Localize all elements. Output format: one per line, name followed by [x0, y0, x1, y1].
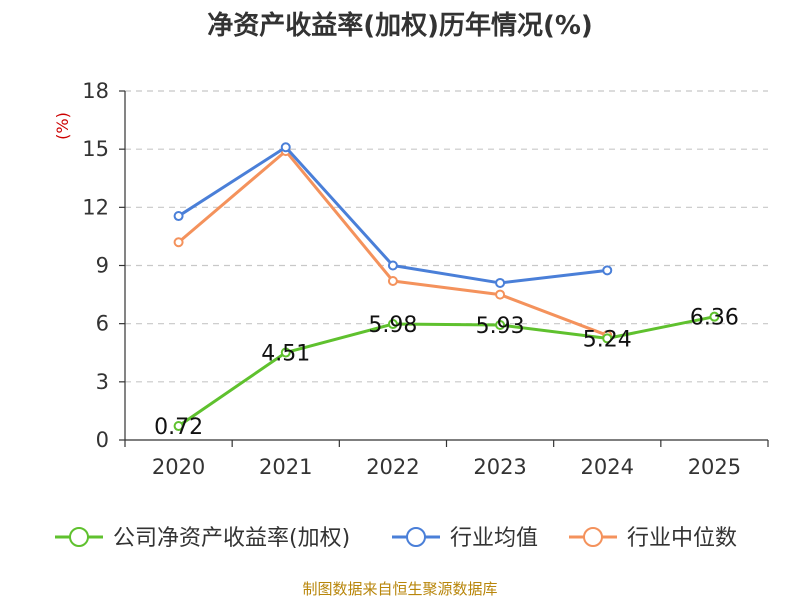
- data-point: [387, 276, 398, 287]
- legend-swatch-marker: [69, 527, 89, 547]
- data-point: [495, 289, 506, 300]
- data-point: [280, 347, 291, 358]
- series-1: [173, 142, 613, 288]
- data-label: 5.93: [476, 314, 525, 339]
- data-point: [280, 142, 291, 153]
- data-labels: 0.72 4.51 5.98 5.93 5.24 6.36: [154, 306, 739, 440]
- data-label: 4.51: [261, 342, 310, 367]
- axes: 0 3 6 9 12 15 18 2020 2021 2022 2023 2024 2025: [82, 79, 769, 479]
- source-note: 制图数据来自恒生聚源数据库: [302, 580, 497, 598]
- legend-label: 行业均值: [450, 526, 538, 551]
- x-tick-label: 2025: [688, 455, 741, 479]
- x-tick-label: 2023: [473, 455, 526, 479]
- data-point: [602, 265, 613, 276]
- y-axis-unit-label: (%): [53, 112, 72, 140]
- data-point: [709, 311, 720, 322]
- data-point: [495, 277, 506, 288]
- series-line: [177, 315, 715, 428]
- y-tick-label: 9: [96, 254, 109, 278]
- x-tick-label: 2024: [581, 455, 634, 479]
- series-0: [173, 311, 720, 432]
- legend-item-1[interactable]: 行业均值: [392, 526, 538, 551]
- data-label: 6.36: [690, 306, 739, 331]
- data-point: [602, 333, 613, 344]
- series-lines: [173, 142, 720, 432]
- x-tick-label: 2021: [259, 455, 312, 479]
- x-tick-label: 2020: [152, 455, 205, 479]
- legend-swatch-marker: [406, 527, 426, 547]
- legend-label: 行业中位数: [627, 526, 737, 551]
- legend-label: 公司净资产收益率(加权): [113, 526, 350, 551]
- data-point: [387, 319, 398, 330]
- legend-swatch-marker: [583, 527, 603, 547]
- data-label: 0.72: [154, 415, 203, 440]
- y-tick-label: 6: [96, 312, 109, 336]
- data-point: [173, 211, 184, 222]
- data-point: [387, 260, 398, 271]
- y-tick-label: 0: [96, 428, 109, 452]
- y-tick-label: 15: [82, 137, 109, 161]
- legend-item-2[interactable]: 行业中位数: [569, 526, 737, 551]
- data-label: 5.98: [368, 313, 417, 338]
- series-line: [177, 149, 608, 337]
- legend-item-0[interactable]: 公司净资产收益率(加权): [55, 526, 350, 551]
- y-tick-label: 12: [82, 195, 109, 219]
- data-point: [173, 421, 184, 432]
- chart-title: 净资产收益率(加权)历年情况(%): [207, 10, 593, 41]
- x-tick-label: 2022: [366, 455, 419, 479]
- legend[interactable]: 公司净资产收益率(加权) 行业均值 行业中位数: [55, 526, 737, 551]
- data-point: [173, 237, 184, 248]
- data-point: [495, 320, 506, 331]
- data-label: 5.24: [583, 327, 632, 352]
- y-tick-label: 3: [96, 370, 109, 394]
- grid-lines: [125, 90, 768, 383]
- y-tick-label: 18: [82, 79, 109, 103]
